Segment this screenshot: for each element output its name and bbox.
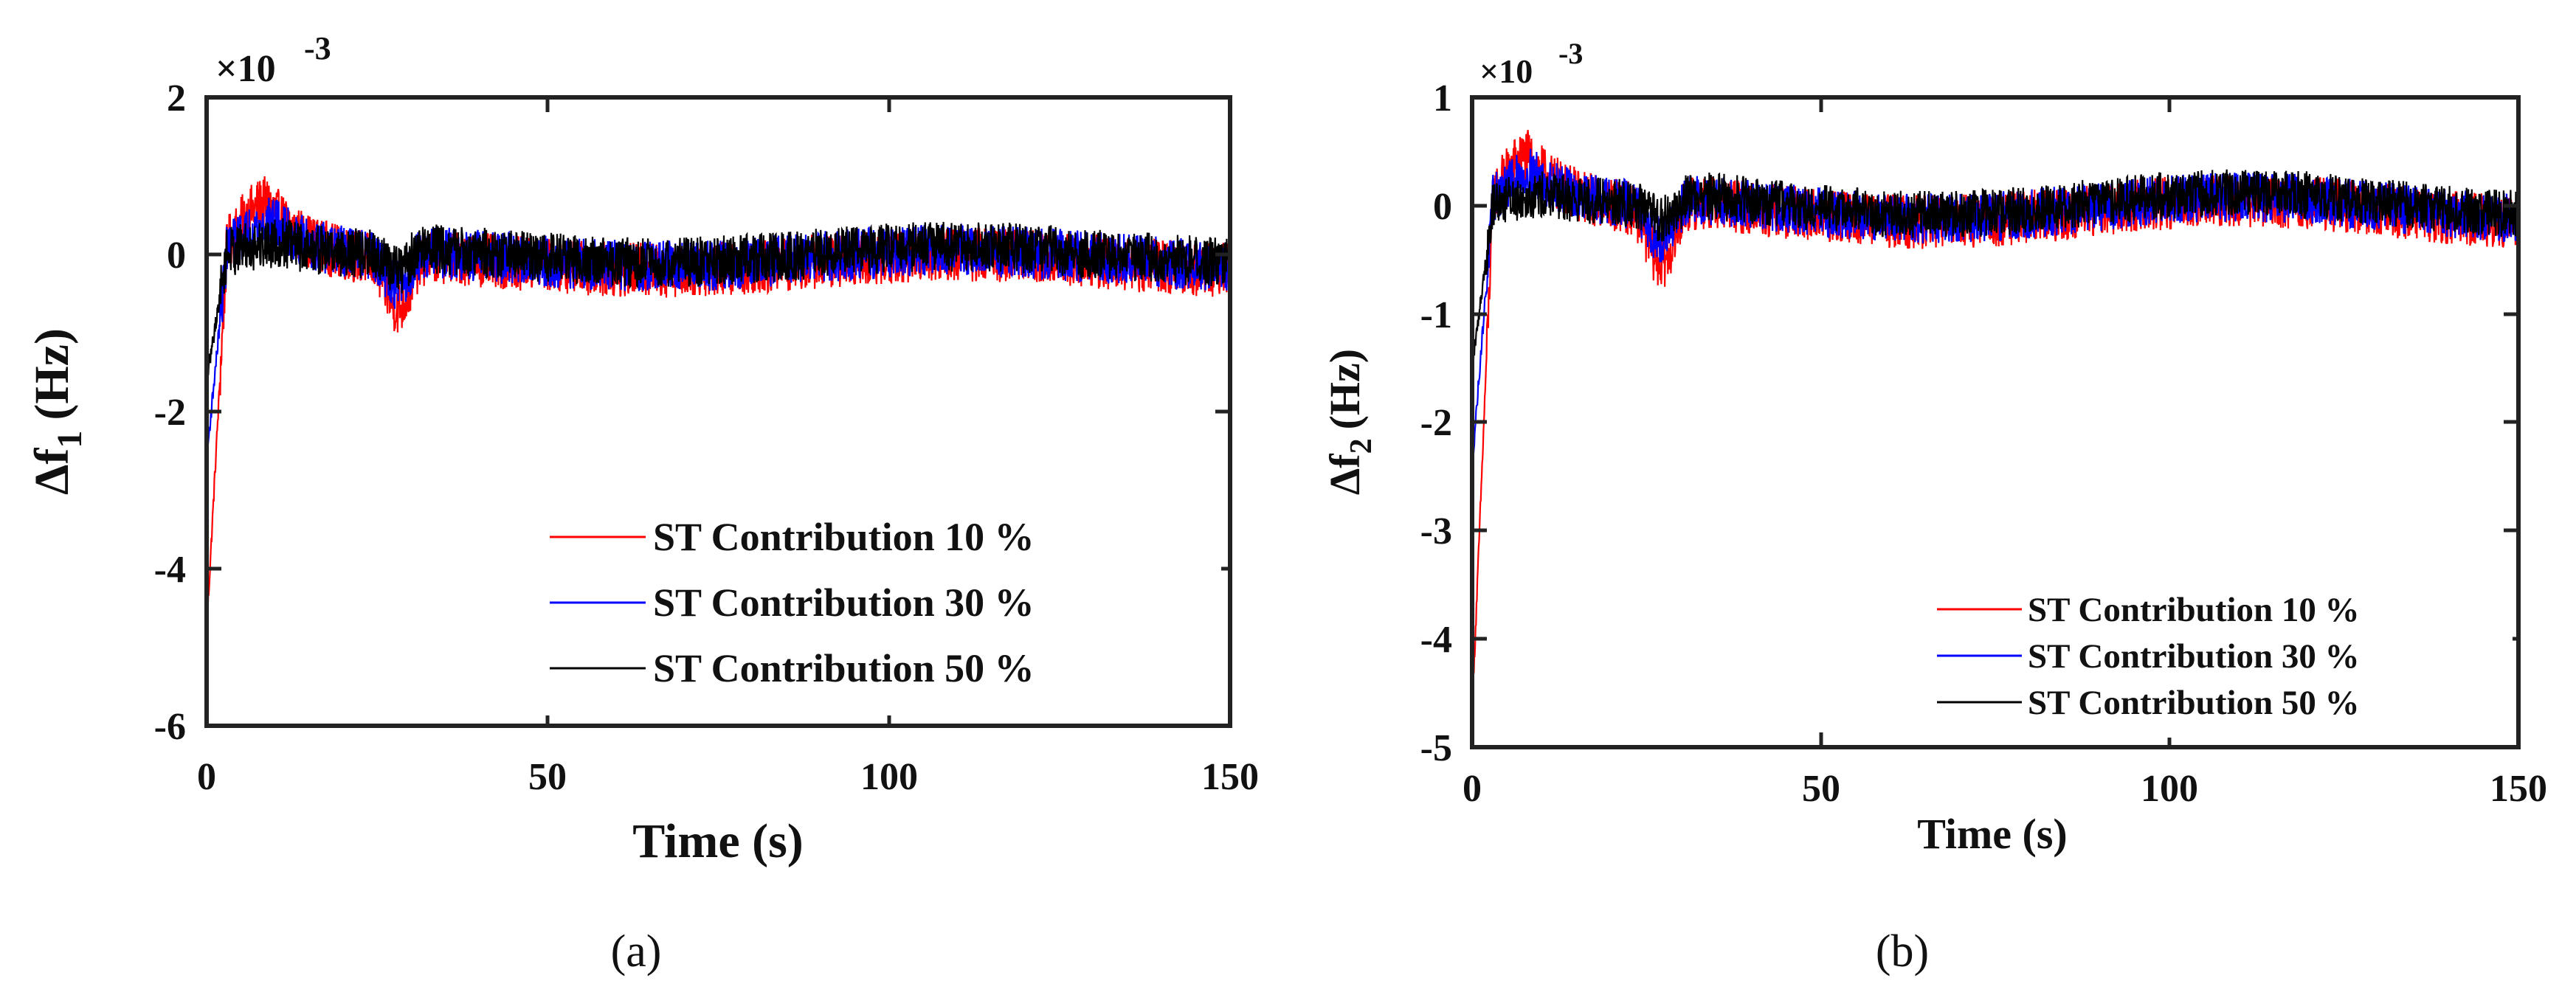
- legend-box-a: [542, 502, 1221, 715]
- x-tick-label-a-2: 100: [860, 756, 918, 798]
- x-axis-label-b: Time (s): [1917, 810, 2068, 858]
- y-tick-label-b-1: -4: [1420, 619, 1452, 661]
- y-tick-label-b-5: 0: [1433, 186, 1452, 228]
- legend-box-b: [1926, 579, 2513, 738]
- y-tick-labels-a: -6 -4 -2 0 2: [154, 77, 186, 748]
- series-line-b-2: [1471, 169, 2520, 365]
- scale-factor-b: ×10 -3: [1479, 37, 1583, 90]
- y-axis-label-a: Δf1 (Hz): [25, 328, 89, 495]
- y-tick-label-b-6: 1: [1433, 77, 1452, 119]
- y-tick-label-b-0: -5: [1420, 727, 1452, 769]
- svg-text:Δf1(Hz): Δf1 (Hz): [25, 328, 89, 495]
- plot-area-a: ST Contribution 10 % ST Contribution 30 …: [204, 95, 1232, 728]
- scale-base-b: ×10: [1479, 52, 1533, 90]
- y-tick-label-a-2: -2: [154, 392, 186, 434]
- y-axis-label-unit-a: (Hz): [25, 328, 79, 420]
- y-axis-label-b: Δf2 (Hz): [1321, 349, 1378, 495]
- series-lines-b: [1471, 130, 2520, 713]
- legend-label-b-2: ST Contribution 50 %: [2028, 684, 2360, 722]
- y-axis-label-unit-b: (Hz): [1321, 349, 1369, 430]
- x-tick-label-b-2: 100: [2141, 768, 2198, 810]
- y-axis-label-main-b: Δf: [1321, 454, 1369, 495]
- legend-label-a-1: ST Contribution 30 %: [653, 580, 1035, 625]
- chart-panel-a: ST Contribution 10 % ST Contribution 30 …: [25, 30, 1259, 977]
- legend-label-b-1: ST Contribution 30 %: [2028, 637, 2360, 676]
- ticks-a: [204, 95, 1232, 728]
- x-tick-label-b-3: 150: [2490, 768, 2547, 810]
- legend-label-a-0: ST Contribution 10 %: [653, 515, 1035, 559]
- y-tick-label-b-4: -1: [1420, 294, 1452, 336]
- y-tick-label-a-1: -4: [154, 549, 186, 591]
- y-axis-label-sub-a: 1: [50, 431, 89, 448]
- scale-exponent-a: -3: [304, 30, 331, 66]
- series-line-a-2: [205, 218, 1232, 380]
- x-tick-label-a-0: 0: [197, 756, 216, 798]
- scale-factor-a: ×10 -3: [215, 30, 331, 90]
- series-lines-a: [205, 176, 1232, 630]
- y-axis-label-main-a: Δf: [25, 448, 79, 495]
- x-tick-label-a-1: 50: [528, 756, 567, 798]
- chart-panel-b: ST Contribution 10 % ST Contribution 30 …: [1321, 37, 2547, 977]
- plot-area-b: ST Contribution 10 % ST Contribution 30 …: [1470, 95, 2521, 749]
- legend-b: ST Contribution 10 % ST Contribution 30 …: [1926, 579, 2513, 738]
- legend-label-a-2: ST Contribution 50 %: [653, 646, 1035, 690]
- y-tick-label-a-3: 0: [167, 235, 186, 277]
- y-tick-label-b-2: -3: [1420, 510, 1452, 552]
- y-tick-label-a-0: -6: [154, 706, 186, 748]
- scale-exponent-b: -3: [1558, 37, 1583, 70]
- x-tick-label-b-1: 50: [1802, 768, 1840, 810]
- x-axis-label-a: Time (s): [632, 814, 804, 868]
- x-tick-label-b-0: 0: [1463, 768, 1482, 810]
- scale-base-a: ×10: [215, 48, 276, 90]
- panel-label-a: (a): [611, 926, 662, 977]
- y-tick-label-b-3: -2: [1420, 402, 1452, 444]
- legend-a: ST Contribution 10 % ST Contribution 30 …: [542, 502, 1221, 715]
- x-tick-label-a-3: 150: [1201, 756, 1259, 798]
- panel-label-b: (b): [1876, 926, 1929, 977]
- x-tick-labels-b: 0 50 100 150: [1463, 768, 2547, 810]
- x-tick-labels-a: 0 50 100 150: [197, 756, 1259, 798]
- legend-label-b-0: ST Contribution 10 %: [2028, 591, 2360, 629]
- y-axis-label-sub-b: 2: [1344, 438, 1378, 454]
- svg-text:Δf2(Hz): Δf2 (Hz): [1321, 349, 1378, 495]
- y-tick-label-a-4: 2: [167, 77, 186, 119]
- y-tick-labels-b: -5 -4 -3 -2 -1 0 1: [1420, 77, 1452, 769]
